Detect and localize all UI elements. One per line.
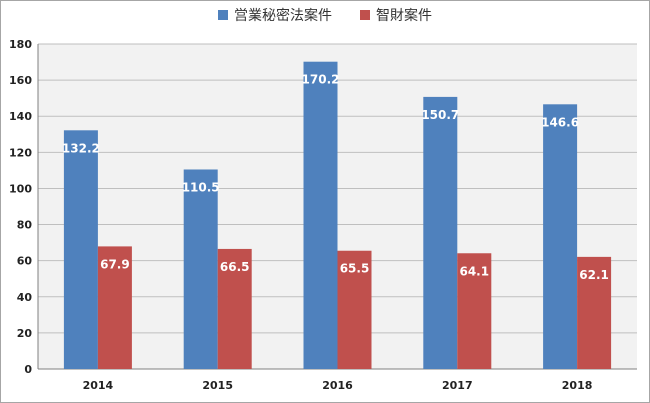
data-label-2016-series-1: 170.2 [302,73,340,87]
legend-item-series-1: 営業秘密法案件 [218,5,332,25]
bar-2017-series-2 [457,253,492,369]
y-tick-label: 60 [17,255,33,268]
bar-2018-series-2 [577,256,612,369]
bar-2018-series-1 [543,104,578,370]
data-label-2018-series-2: 62.1 [579,268,609,282]
data-label-2016-series-2: 65.5 [340,262,370,276]
x-tick-label-2017: 2017 [442,379,473,392]
legend-swatch-series-1 [218,10,228,20]
legend: 営業秘密法案件 智財案件 [0,0,650,30]
data-label-2015-series-2: 66.5 [220,260,250,274]
x-tick-label-2014: 2014 [83,379,114,392]
data-label-2017-series-2: 64.1 [459,264,489,278]
x-tick-label-2018: 2018 [562,379,593,392]
y-tick-label: 40 [17,291,33,304]
legend-label-series-2: 智財案件 [376,8,432,24]
legend-swatch-series-2 [360,10,370,20]
bar-2016-series-1 [303,61,338,369]
bar-2015-series-1 [183,169,218,369]
x-tick-label-2016: 2016 [322,379,353,392]
y-tick-label: 100 [9,182,32,195]
y-tick-label: 0 [24,363,32,376]
data-label-2014-series-1: 132.2 [62,141,100,155]
data-label-2018-series-1: 146.6 [541,115,579,129]
x-tick-label-2015: 2015 [202,379,233,392]
y-tick-label: 20 [17,327,33,340]
bar-2014-series-2 [97,246,132,369]
legend-label-series-1: 営業秘密法案件 [234,8,332,24]
legend-item-series-2: 智財案件 [360,5,432,25]
bar-2015-series-2 [217,248,252,369]
bar-2016-series-2 [337,250,372,369]
bar-2014-series-1 [63,130,98,369]
data-label-2014-series-2: 67.9 [100,257,130,271]
data-label-2015-series-1: 110.5 [182,180,220,194]
bar-2017-series-1 [423,96,458,370]
y-tick-label: 120 [9,146,32,159]
y-tick-label: 160 [9,74,32,87]
y-tick-label: 80 [17,219,33,232]
data-label-2017-series-1: 150.7 [421,108,459,122]
y-tick-label: 180 [9,38,32,51]
y-tick-label: 140 [9,110,32,123]
